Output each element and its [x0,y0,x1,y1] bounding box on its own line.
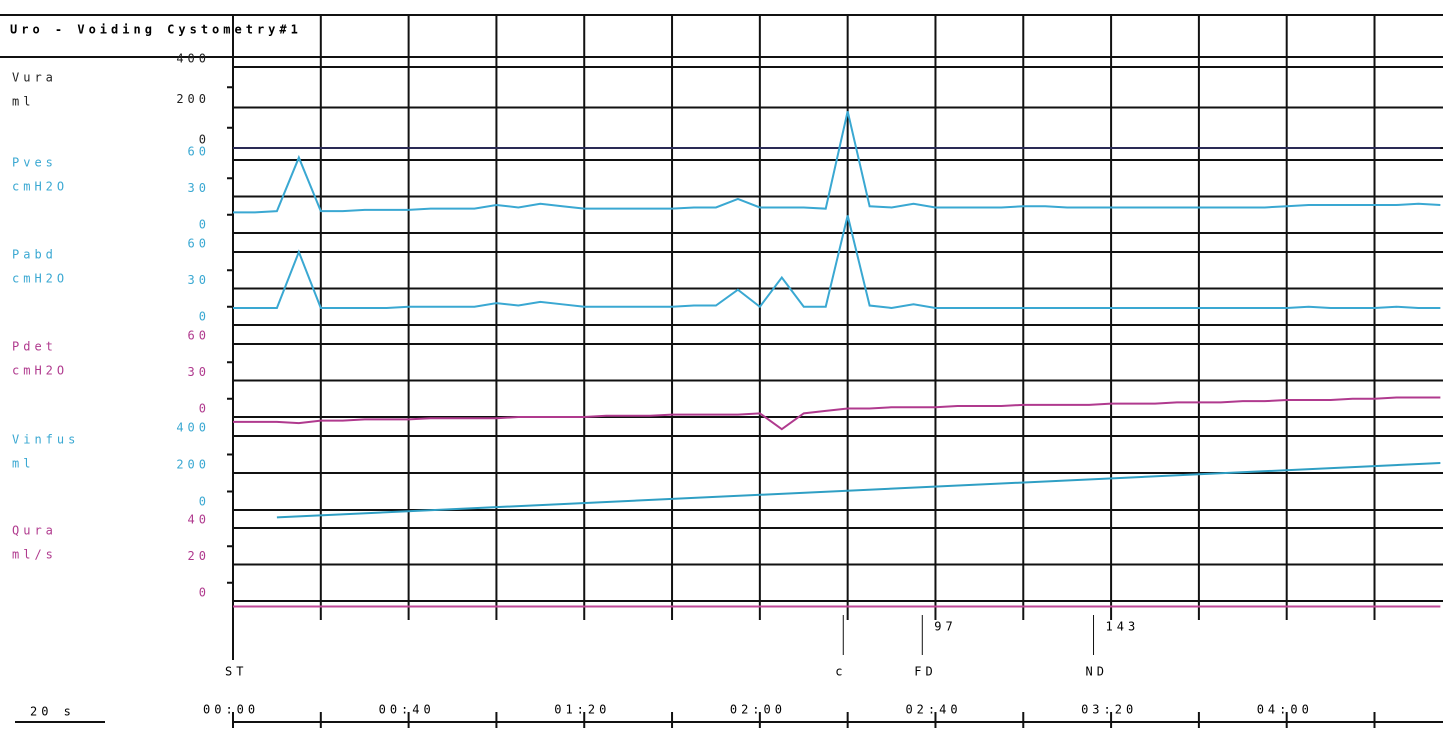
y-tick-label: 40 [188,513,210,527]
channel-name: Vinfus [12,433,79,447]
x-tick-label: 04:00 [1257,703,1313,717]
y-tick-label: 30 [188,365,210,379]
chart-title: Uro - Voiding Cystometry#1 [10,23,302,37]
y-tick-label: 0 [199,586,210,600]
y-tick-label: 200 [176,92,210,106]
signal-line [276,462,1441,519]
y-tick-label: 0 [199,218,210,232]
signal-line [233,111,1441,214]
y-tick-label: 60 [188,145,210,159]
channel-unit: ml/s [12,548,57,562]
y-tick-label: 0 [199,495,210,509]
y-tick-label: 30 [188,273,210,287]
event-value: 97 [934,620,956,634]
channel-unit: cmH2O [12,364,68,378]
y-tick-label: 30 [188,181,210,195]
y-tick-label: 20 [188,549,210,563]
channel-name: Pabd [12,248,57,262]
x-tick-label: 02:40 [905,703,961,717]
x-tick-label: 02:00 [730,703,786,717]
event-label: ND [1086,665,1108,679]
x-tick-label: 00:40 [379,703,435,717]
y-tick-label: 60 [188,237,210,251]
y-tick-label: 60 [188,329,210,343]
y-tick-label: 0 [199,402,210,416]
event-label: c [835,665,846,679]
signal-line [233,396,1441,431]
channel-name: Vura [12,71,57,85]
channel-name: Pves [12,156,57,170]
event-label: FD [914,665,936,679]
y-tick-label: 200 [176,458,210,472]
channel-name: Pdet [12,340,57,354]
channel-unit: cmH2O [12,272,68,286]
channel-unit: ml [12,95,34,109]
channel-unit: cmH2O [12,180,68,194]
y-tick-label: 0 [199,133,210,147]
x-tick-label: 01:20 [554,703,610,717]
y-tick-label: 400 [176,421,210,435]
channel-unit: ml [12,457,34,471]
y-tick-label: 0 [199,310,210,324]
event-value: 143 [1106,620,1140,634]
x-tick-label: 00:00 [203,703,259,717]
signal-line [233,215,1441,309]
y-tick-label: 400 [176,52,210,66]
x-tick-label: 03:20 [1081,703,1137,717]
event-label: ST [225,665,247,679]
scale-label: 20 s [30,705,75,719]
channel-name: Qura [12,524,57,538]
